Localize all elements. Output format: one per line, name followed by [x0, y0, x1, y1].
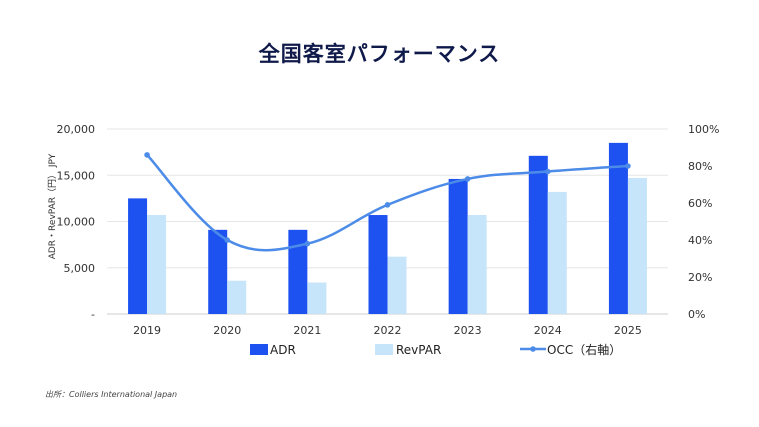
- x-tick-label: 2021: [293, 324, 321, 337]
- occ-point: [304, 240, 311, 247]
- legend-revpar-swatch: [375, 344, 393, 355]
- x-tick-label: 2023: [454, 324, 482, 337]
- adr-bar: [608, 142, 628, 314]
- legend-adr-label: ADR: [270, 343, 296, 357]
- occ-line-series: [144, 152, 631, 252]
- legend: ADR RevPAR OCC（右軸）: [250, 342, 621, 357]
- occ-point: [464, 176, 471, 182]
- legend-occ-marker: [530, 346, 536, 352]
- y-left-tick-label: 15,000: [57, 169, 96, 182]
- revpar-bar: [387, 256, 407, 314]
- y-left-tick-label: 5,000: [64, 262, 96, 275]
- revpar-bar: [227, 280, 247, 314]
- bar-series: [128, 142, 647, 314]
- revpar-bar: [467, 215, 487, 314]
- occ-point: [625, 163, 631, 169]
- y-right-tick-label: 100%: [688, 123, 719, 136]
- occ-point: [224, 237, 231, 243]
- x-tick-label: 2019: [133, 324, 161, 337]
- occ-point: [144, 152, 150, 158]
- y-left-tick-label: 10,000: [57, 216, 96, 229]
- source-note: 出所：Colliers International Japan: [45, 390, 178, 399]
- y-right-tick-label: 40%: [688, 234, 712, 247]
- adr-bar: [128, 198, 148, 314]
- legend-occ-label: OCC（右軸）: [547, 342, 621, 357]
- occ-point: [544, 168, 551, 175]
- adr-bar: [528, 155, 548, 314]
- revpar-bar: [547, 191, 567, 314]
- legend-revpar-label: RevPAR: [396, 343, 441, 357]
- adr-bar: [368, 215, 388, 314]
- occ-point: [384, 202, 391, 208]
- y-left-tick-label: -: [91, 308, 95, 321]
- adr-bar: [208, 229, 228, 314]
- legend-adr-swatch: [250, 344, 268, 355]
- x-tick-label: 2025: [614, 324, 642, 337]
- x-tick-label: 2022: [374, 324, 402, 337]
- adr-bar: [448, 178, 468, 314]
- y-right-tick-label: 60%: [688, 197, 712, 210]
- axes: - 5,000 10,000 15,000 20,000 0% 20% 40% 60% 80% 10…: [47, 123, 719, 337]
- x-tick-label: 2020: [213, 324, 241, 337]
- y-right-tick-label: 20%: [688, 271, 712, 284]
- revpar-bar: [307, 282, 327, 314]
- x-tick-label: 2024: [534, 324, 562, 337]
- y-left-tick-label: 20,000: [57, 123, 96, 136]
- y-axis-label: ADR・RevPAR（円） JPY: [47, 153, 58, 259]
- adr-bar: [288, 229, 308, 314]
- revpar-bar: [627, 178, 647, 314]
- y-right-tick-label: 80%: [688, 160, 712, 173]
- chart-title: 全国客室パフォーマンス: [258, 42, 501, 66]
- y-right-tick-label: 0%: [688, 308, 705, 321]
- revpar-bar: [147, 215, 167, 314]
